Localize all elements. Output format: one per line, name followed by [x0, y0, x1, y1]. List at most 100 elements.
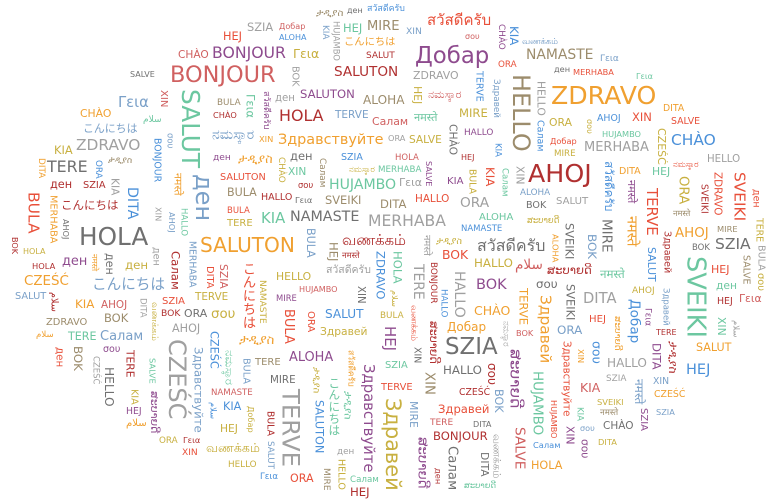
word: TERVE — [335, 109, 369, 121]
word: ORA — [290, 472, 314, 485]
word: BULA — [24, 192, 43, 234]
word: ታዲያስ — [436, 236, 462, 247]
word: Здравей — [661, 231, 673, 274]
word: HOLA — [395, 153, 419, 163]
word: SZIA — [715, 235, 751, 253]
word: Здравей — [320, 325, 368, 338]
word: ສະບາຍດີ — [547, 263, 592, 277]
word: HALLO — [438, 289, 449, 318]
word: DITA — [473, 419, 492, 429]
word: SZIA — [656, 407, 675, 417]
word: こんにちは — [326, 377, 341, 436]
word: HEJ — [461, 153, 475, 162]
word: SZIA — [247, 20, 274, 34]
word: AHOJ — [172, 322, 201, 335]
word: Добар — [415, 43, 490, 69]
word: XIN — [632, 110, 652, 124]
word: HEJ — [126, 406, 142, 417]
word: TERVE — [381, 382, 413, 393]
word: ден — [554, 64, 571, 74]
word: SVEIKI — [325, 193, 362, 207]
word: BOK — [104, 311, 129, 325]
word: CHÀO — [474, 303, 511, 318]
word: வணக்கம் — [342, 232, 406, 249]
word: KIA — [54, 143, 73, 157]
word: HEJ — [589, 314, 606, 325]
word: DITA — [598, 437, 617, 447]
word: ALOHA — [479, 212, 514, 223]
word: नमस्ते — [673, 208, 691, 218]
word: σου — [465, 32, 480, 41]
word: ден — [750, 189, 762, 208]
word: MIRE — [270, 374, 296, 386]
word: سلام — [730, 320, 741, 338]
word: HELLO — [506, 74, 535, 152]
word: MIRE — [321, 468, 332, 491]
word: สวัสดีครับ — [601, 161, 616, 212]
word: MERHABA — [47, 195, 59, 244]
word: سلام — [515, 257, 543, 273]
word: NAMASTE — [461, 224, 503, 234]
word: HUJAMBO — [549, 400, 560, 439]
word: SVEIKI — [730, 172, 749, 222]
word: BULA — [466, 169, 478, 194]
word: Здравствуйте — [191, 347, 206, 433]
word: σου — [164, 133, 175, 149]
word: SALUT — [644, 247, 658, 282]
word: ສະບາຍດີ — [148, 391, 161, 434]
word: XIN — [406, 26, 422, 37]
word: नमस्ते — [420, 235, 432, 256]
word: SZIA — [445, 334, 498, 360]
word: KIA — [492, 143, 503, 157]
word: TERE — [656, 328, 677, 337]
word: ZDRAVO — [551, 81, 657, 110]
word: BULA — [227, 206, 250, 216]
word: NAMASTE — [290, 209, 360, 225]
word: ALOHA — [279, 33, 307, 42]
word: BULA — [227, 186, 257, 199]
word: ден — [290, 149, 313, 163]
word: ZDRAVO — [46, 317, 88, 328]
word: வணக்கம் — [522, 36, 558, 46]
word: KIA — [223, 400, 242, 413]
word: BONJOUR — [170, 62, 276, 88]
word: سلام — [36, 330, 54, 340]
word: CZEŚĆ — [24, 274, 69, 289]
word: ден — [125, 258, 149, 272]
word: TERE — [255, 357, 281, 368]
word: MIRE — [598, 219, 615, 253]
word: BULA — [264, 411, 276, 436]
word: SZIA — [638, 408, 649, 431]
word: HEJ — [686, 362, 711, 378]
word: HOLA — [279, 106, 324, 125]
word: DITA — [203, 266, 215, 289]
word: AHOJ — [632, 286, 655, 296]
word: σου — [580, 423, 595, 433]
word: DITA — [380, 197, 407, 211]
word: HOLA — [531, 459, 563, 472]
word: ታዲያስ — [238, 151, 273, 166]
word: SALVE — [147, 358, 158, 384]
word: SZIA — [216, 264, 230, 289]
word: Γεια — [642, 308, 653, 327]
word: σου — [298, 180, 314, 190]
word: SZIA — [385, 360, 408, 371]
word: HEJ — [717, 296, 733, 307]
word: HOLA — [79, 222, 149, 251]
word: HOLA — [32, 261, 56, 271]
word: CHÀO — [446, 124, 460, 156]
word: TERE — [68, 330, 97, 343]
word: CZEŚĆ — [655, 128, 668, 165]
word: नमस्ते — [600, 267, 625, 281]
word: வணக்கம் — [409, 305, 420, 341]
word: DITA — [124, 187, 141, 220]
word: TERE — [409, 264, 426, 300]
word: HUJAMBO — [329, 177, 397, 193]
word: SALUTON — [300, 87, 355, 101]
word: HALLO — [415, 193, 450, 205]
word: HEJ — [220, 422, 238, 435]
word: σου — [585, 119, 596, 134]
word: CHÀO — [80, 107, 112, 120]
word: ORA — [498, 60, 517, 70]
word: SVEIKI — [680, 256, 711, 339]
